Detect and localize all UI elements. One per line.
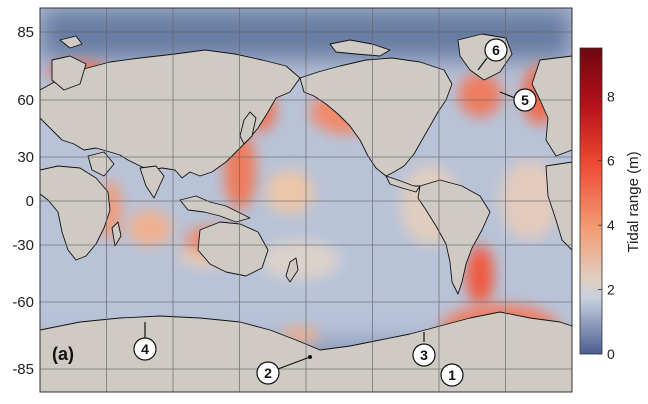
colorbar-tick-label: 6 <box>607 153 615 169</box>
india-landmass <box>139 165 165 199</box>
y-tick-label: 60 <box>17 92 34 109</box>
africa-east-landmass <box>545 161 572 251</box>
svalbard-landmass <box>59 35 83 49</box>
map-grid <box>40 8 572 392</box>
colorbar-tick-label: 4 <box>607 217 615 233</box>
colorbar-ticks: 0 2 4 6 8 <box>598 88 615 362</box>
world-map <box>40 8 572 392</box>
site-markers: 1 2 3 4 5 6 <box>133 38 537 387</box>
colorbar-label: Tidal range (m) <box>625 151 642 252</box>
site-marker-label: 1 <box>448 367 456 383</box>
site-marker-6: 6 <box>477 38 508 71</box>
y-tick-label: 85 <box>17 24 34 41</box>
site-marker-2: 2 <box>256 355 312 385</box>
map-frame <box>39 7 573 393</box>
site-marker-label: 6 <box>492 42 500 58</box>
colorbar-tick-label: 2 <box>607 282 615 298</box>
site-marker-label: 4 <box>141 341 149 357</box>
site-marker-label: 2 <box>264 365 272 381</box>
europe-east-landmass <box>531 55 572 157</box>
north-america-landmass <box>299 57 453 177</box>
y-tick-label: -85 <box>12 361 34 378</box>
site-marker-3: 3 <box>412 332 436 367</box>
colorbar-tick-label: 8 <box>607 88 615 104</box>
colorbar-gradient <box>579 47 603 355</box>
arctic-islands <box>329 39 391 57</box>
australia-landmass <box>197 221 269 277</box>
site-marker-label: 3 <box>420 347 428 363</box>
site-marker-1: 1 <box>440 363 464 387</box>
latitude-tick-labels: 85 60 30 0 -30 -60 -85 <box>12 24 34 378</box>
new-zealand-landmass <box>285 257 299 283</box>
y-tick-label: -30 <box>12 237 34 254</box>
arabia-landmass <box>87 151 115 177</box>
y-tick-label: 30 <box>17 149 34 166</box>
colorbar: 0 2 4 6 8 Tidal range (m) <box>579 47 642 362</box>
central-america-landmass <box>385 175 421 193</box>
site-marker-label: 5 <box>521 92 529 108</box>
indonesia-landmass <box>179 195 251 223</box>
japan-landmass <box>239 111 257 145</box>
panel-label: (a) <box>52 344 74 364</box>
site-marker-4: 4 <box>133 322 157 361</box>
colorbar-tick-label: 0 <box>607 346 615 362</box>
scandinavia-landmass <box>51 55 87 91</box>
madagascar-landmass <box>111 221 122 247</box>
site-marker-5: 5 <box>499 88 537 112</box>
africa-landmass <box>40 165 111 261</box>
y-tick-label: -60 <box>12 294 34 311</box>
eurasia-landmass <box>40 49 301 179</box>
south-america-landmass <box>417 179 491 295</box>
y-tick-label: 0 <box>26 193 34 210</box>
